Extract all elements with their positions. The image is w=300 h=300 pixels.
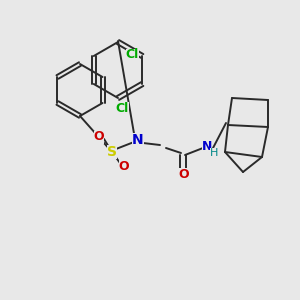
Text: O: O	[94, 130, 104, 143]
Text: H: H	[210, 148, 218, 158]
Text: N: N	[202, 140, 212, 152]
Text: S: S	[107, 145, 117, 159]
Text: N: N	[132, 133, 144, 147]
Text: O: O	[179, 167, 189, 181]
Text: Cl: Cl	[116, 101, 129, 115]
Text: Cl: Cl	[126, 49, 139, 62]
Text: O: O	[119, 160, 129, 172]
